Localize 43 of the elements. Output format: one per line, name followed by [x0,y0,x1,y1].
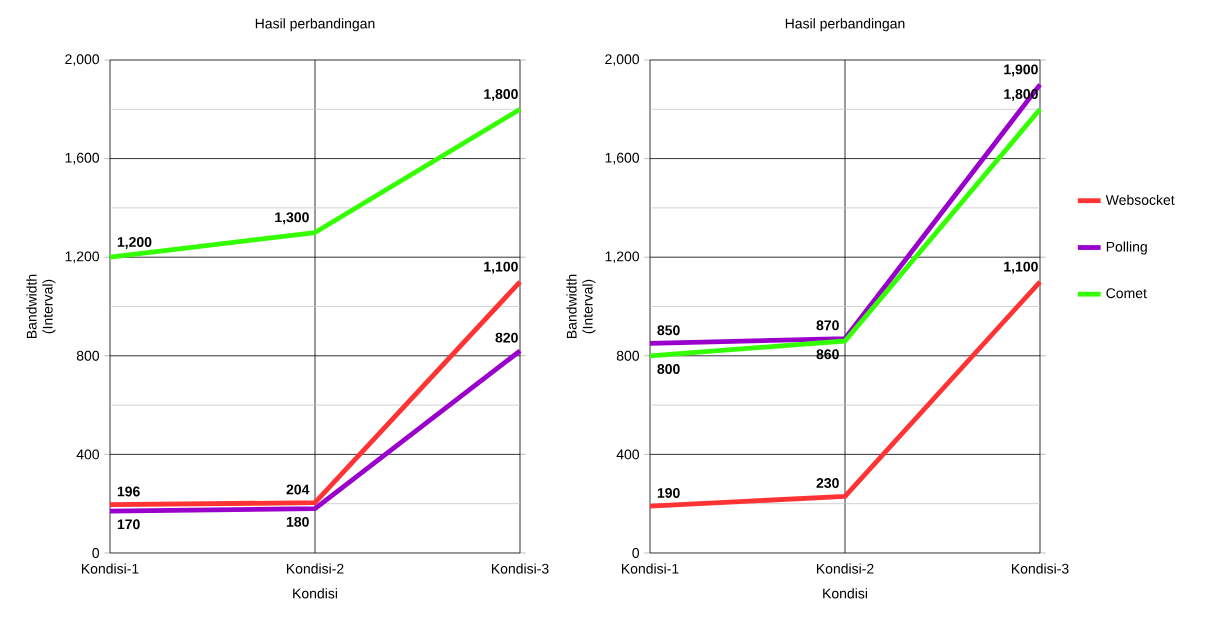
data-label: 196 [117,486,140,497]
x-axis-title: Kondisi [823,588,868,599]
chart-title: Hasil perbandingan [785,18,905,32]
legend-label: Polling [1106,241,1147,255]
x-tick-label: Kondisi-3 [491,563,549,574]
y-tick-label: 800 [616,350,640,361]
y-tick-label: 400 [76,449,100,460]
y-tick-label: 400 [616,449,640,460]
x-tick-label: Kondisi-3 [1011,563,1069,574]
y-tick-label: 1,600 [65,152,100,165]
legend-label: Websocket [1105,194,1175,205]
x-tick-label: Kondisi-2 [816,563,874,574]
y-axis-title: Bandwidth (Interval) [26,274,56,339]
data-label: 800 [657,364,680,374]
y-tick-label: 800 [76,350,100,361]
y-tick-label: 1,200 [65,251,100,263]
legend-label: Comet [1106,288,1147,299]
data-label: 230 [816,478,839,489]
data-label: 1,300 [275,212,309,225]
data-label: 190 [657,487,680,498]
x-tick-label: Kondisi-1 [81,563,139,574]
data-label: 1,100 [484,261,518,274]
data-label: 1,800 [484,89,518,102]
chart-title: Hasil perbandingan [255,18,375,32]
y-tick-label: 0 [92,548,100,558]
data-label: 204 [286,484,310,495]
y-tick-label: 2,000 [65,54,100,66]
x-tick-label: Kondisi-2 [286,563,344,574]
y-tick-label: 1,200 [605,251,640,263]
data-label: 1,100 [1004,261,1038,274]
x-tick-label: Kondisi-1 [621,563,679,574]
x-axis-title: Kondisi [293,588,338,599]
data-label: 180 [286,516,309,527]
data-label: 1,200 [117,236,152,249]
y-tick-label: 1,600 [605,152,640,165]
data-label: 170 [117,519,140,530]
y-tick-label: 0 [632,548,640,558]
data-label: 1,900 [1004,64,1038,77]
y-axis-title: Bandwidth (Interval) [566,274,596,339]
data-label: 850 [657,325,680,336]
y-tick-label: 2,000 [605,54,640,66]
data-label: 870 [816,320,839,331]
data-label: 820 [495,332,518,343]
